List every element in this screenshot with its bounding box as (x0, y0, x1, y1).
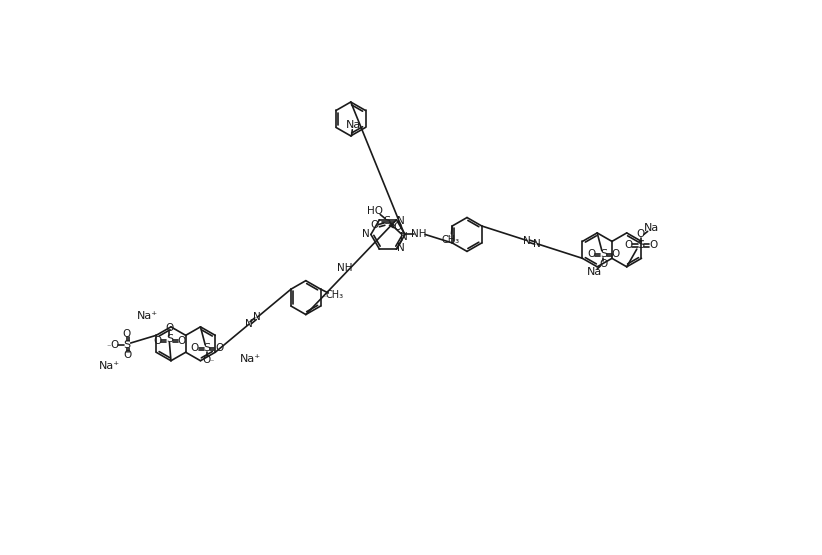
Text: Na: Na (346, 120, 362, 130)
Text: N: N (397, 216, 405, 226)
Text: N: N (400, 232, 408, 242)
Text: O: O (165, 324, 173, 334)
Text: S: S (637, 240, 644, 250)
Text: Na: Na (586, 267, 602, 277)
Text: Na: Na (644, 223, 659, 233)
Text: ⁻: ⁻ (173, 326, 177, 335)
Text: S: S (166, 334, 173, 344)
Text: O: O (178, 336, 186, 346)
Text: O: O (587, 250, 595, 260)
Text: ⁻: ⁻ (210, 358, 215, 367)
Text: O: O (202, 355, 210, 365)
Text: N: N (245, 319, 253, 329)
Text: O: O (110, 340, 118, 350)
Text: N: N (363, 229, 370, 239)
Text: O: O (123, 350, 132, 360)
Text: N: N (397, 243, 405, 253)
Text: O: O (122, 329, 131, 339)
Text: O: O (153, 336, 161, 346)
Text: NH: NH (411, 229, 427, 239)
Text: O: O (624, 240, 632, 250)
Text: O: O (370, 220, 378, 230)
Text: S: S (384, 216, 390, 226)
Text: NH: NH (337, 263, 353, 273)
Text: Na⁺: Na⁺ (137, 311, 159, 321)
Text: O: O (393, 222, 401, 232)
Text: CH₃: CH₃ (326, 290, 344, 300)
Text: S: S (600, 250, 607, 260)
Text: Na⁺: Na⁺ (99, 361, 120, 371)
Text: S: S (123, 340, 131, 350)
Text: methyl: methyl (446, 236, 451, 238)
Text: N: N (253, 312, 261, 322)
Text: methyl: methyl (323, 296, 328, 297)
Text: S: S (203, 344, 210, 354)
Text: O: O (649, 240, 658, 250)
Text: ⁻: ⁻ (106, 342, 110, 351)
Text: O: O (612, 250, 620, 260)
Text: O: O (599, 260, 607, 270)
Text: Na⁺: Na⁺ (240, 354, 261, 364)
Text: N: N (533, 239, 541, 249)
Text: O: O (636, 229, 644, 239)
Text: O: O (215, 344, 224, 354)
Text: CH₃: CH₃ (441, 235, 459, 245)
Text: N: N (523, 235, 531, 245)
Text: O: O (190, 344, 198, 354)
Text: HO: HO (367, 206, 383, 216)
